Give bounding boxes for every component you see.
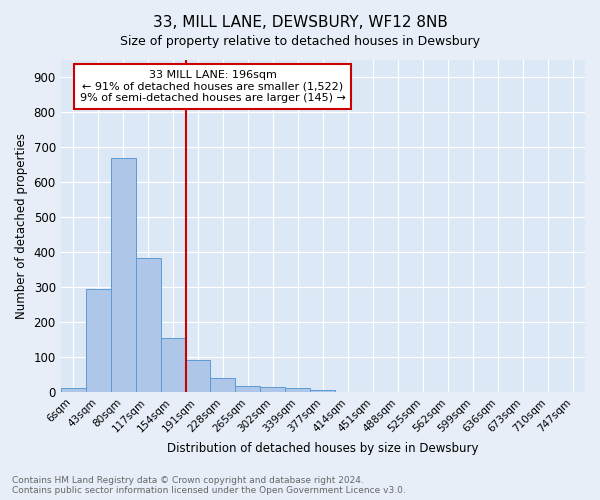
X-axis label: Distribution of detached houses by size in Dewsbury: Distribution of detached houses by size … [167,442,479,455]
Bar [286,388,310,392]
Y-axis label: Number of detached properties: Number of detached properties [15,133,28,319]
Bar [211,378,235,392]
Bar [260,386,286,392]
Text: Contains HM Land Registry data © Crown copyright and database right 2024.
Contai: Contains HM Land Registry data © Crown c… [12,476,406,495]
Text: 33 MILL LANE: 196sqm
← 91% of detached houses are smaller (1,522)
9% of semi-det: 33 MILL LANE: 196sqm ← 91% of detached h… [80,70,346,103]
Bar [161,338,185,392]
Bar [110,158,136,392]
Bar [235,386,260,392]
Bar [86,289,110,392]
Bar [61,388,86,392]
Bar [185,360,211,392]
Bar [310,390,335,392]
Text: 33, MILL LANE, DEWSBURY, WF12 8NB: 33, MILL LANE, DEWSBURY, WF12 8NB [152,15,448,30]
Bar [136,258,161,392]
Text: Size of property relative to detached houses in Dewsbury: Size of property relative to detached ho… [120,35,480,48]
